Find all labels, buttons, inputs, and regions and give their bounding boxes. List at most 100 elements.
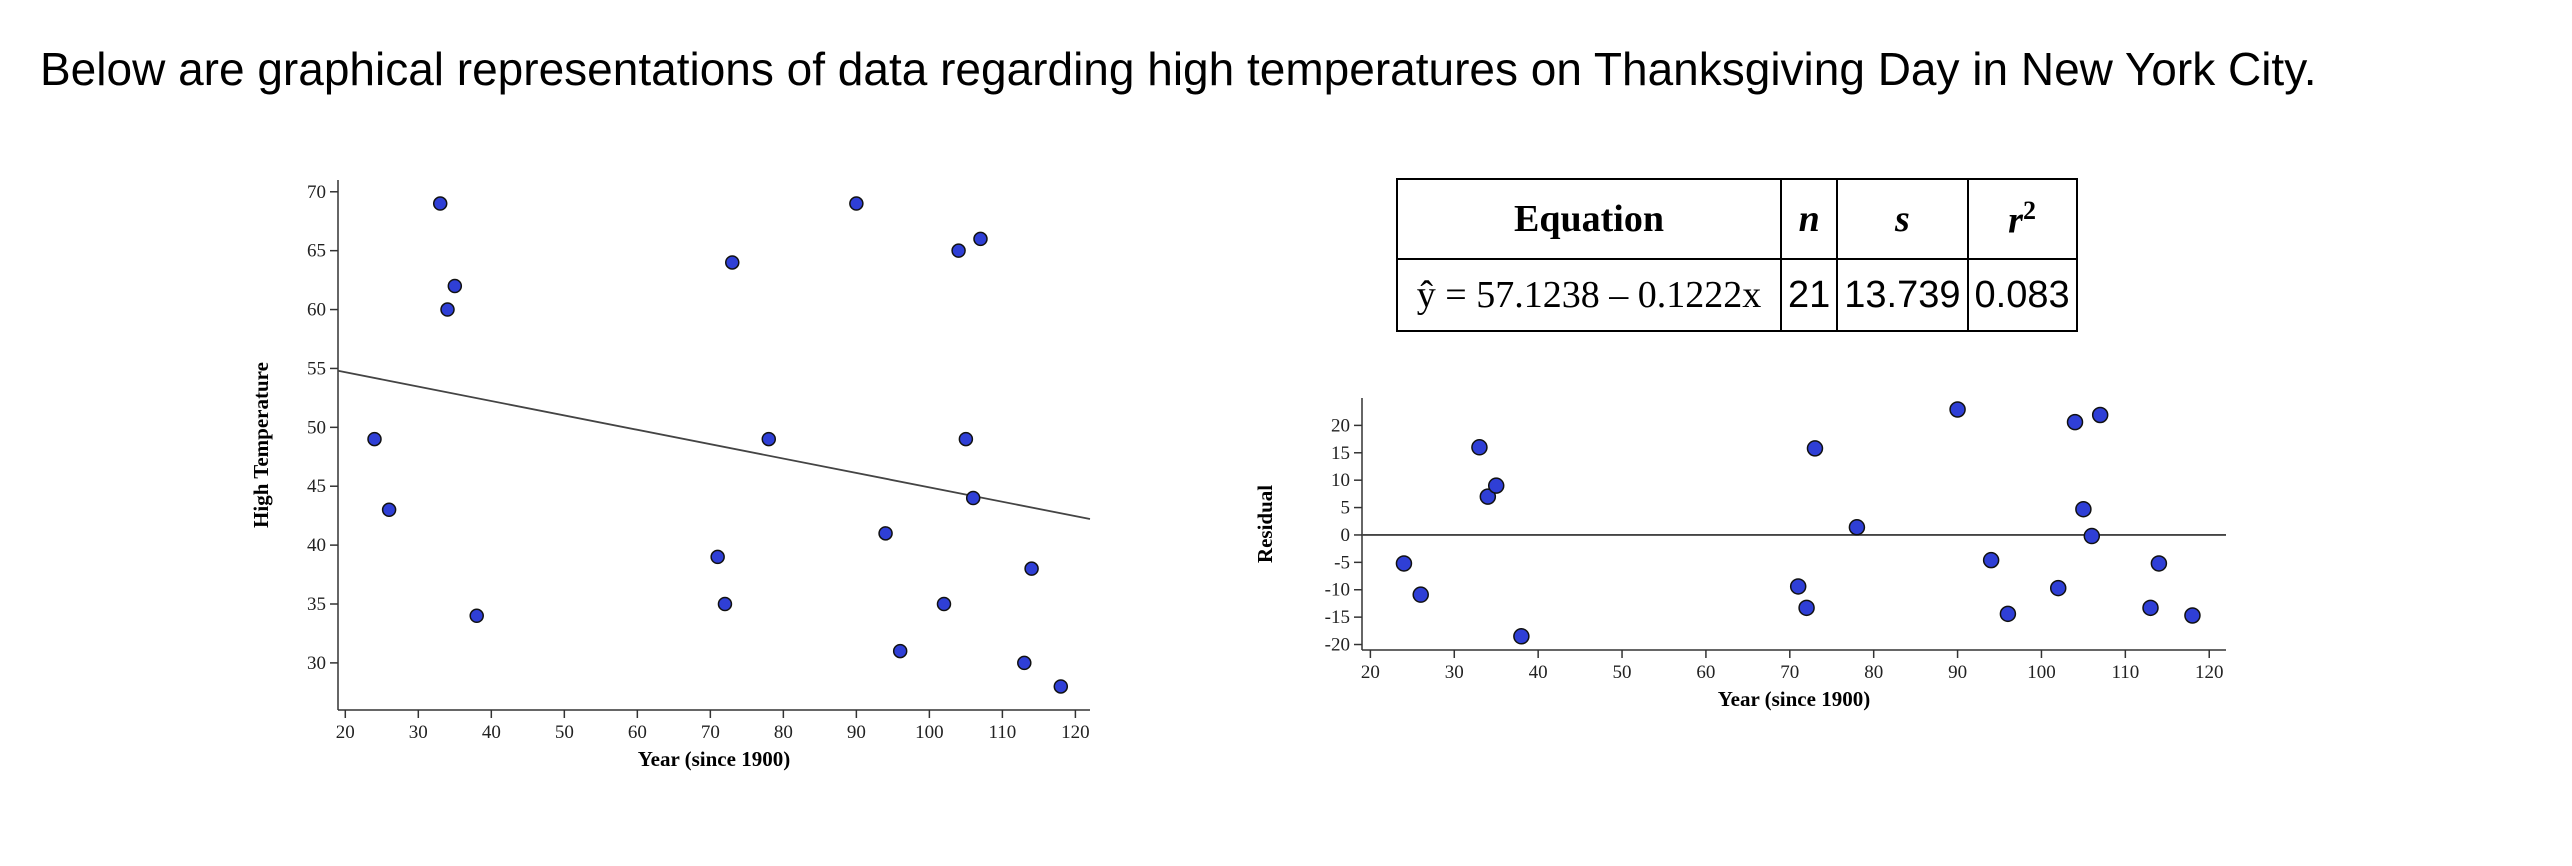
data-point <box>447 278 463 294</box>
cell-s: 13.739 <box>1836 258 1969 332</box>
data-point <box>440 302 455 317</box>
data-point <box>2091 406 2109 424</box>
data-point <box>1487 477 1505 494</box>
x-tick-label: 60 <box>1696 662 1715 683</box>
x-tick-label: 110 <box>988 722 1016 743</box>
data-point <box>892 643 908 659</box>
y-tick-label: 0 <box>1341 525 1351 546</box>
data-point <box>432 196 448 211</box>
header-r-squared: r2 <box>1966 178 2078 260</box>
y-axis-title: High Temperature <box>249 362 273 528</box>
x-tick-label: 30 <box>1445 662 1464 683</box>
data-point <box>849 196 864 211</box>
x-tick-label: 70 <box>1780 662 1799 683</box>
data-point <box>1806 440 1824 457</box>
y-tick-label: 10 <box>1331 470 1350 491</box>
x-tick-label: 100 <box>915 722 944 743</box>
data-point <box>2066 413 2084 431</box>
x-tick-label: 120 <box>1061 722 1090 743</box>
y-tick-label: -10 <box>1325 580 1350 601</box>
x-tick-label: 50 <box>1613 662 1632 683</box>
cell-r-squared: 0.083 <box>1966 258 2078 332</box>
data-point <box>965 490 981 506</box>
data-point <box>1798 599 1815 617</box>
data-point <box>973 231 988 247</box>
data-point <box>2142 599 2159 617</box>
data-point <box>1017 655 1032 671</box>
x-axis-title: Year (since 1900) <box>638 747 790 771</box>
y-tick-label: 60 <box>307 300 326 321</box>
data-point <box>381 502 397 518</box>
header-s: s <box>1836 178 1969 260</box>
data-point <box>1479 488 1497 505</box>
x-tick-label: 50 <box>555 722 574 743</box>
data-point <box>2150 555 2168 572</box>
data-point <box>1053 679 1069 694</box>
x-tick-label: 40 <box>482 722 501 743</box>
y-tick-label: 45 <box>307 476 326 497</box>
data-point <box>717 596 733 612</box>
data-point <box>878 526 893 541</box>
regression-line <box>337 369 1091 520</box>
data-point <box>2075 500 2092 518</box>
x-tick-label: 90 <box>1948 662 1967 683</box>
y-axis-title: Residual <box>1253 485 1277 563</box>
data-point <box>1471 439 1488 456</box>
x-tick-label: 120 <box>2195 662 2224 683</box>
data-point <box>1412 586 1429 603</box>
x-tick-label: 70 <box>701 722 720 743</box>
data-point <box>1513 628 1530 645</box>
header-equation: Equation <box>1396 178 1782 260</box>
x-tick-label: 60 <box>628 722 647 743</box>
y-tick-label: 20 <box>1331 415 1350 436</box>
table-row: ŷ = 57.1238 – 0.1222x 21 13.739 0.083 <box>1396 258 2078 332</box>
data-point <box>725 255 740 270</box>
y-tick-label: 30 <box>307 653 326 674</box>
data-point <box>951 243 966 258</box>
y-tick-label: -20 <box>1325 635 1350 656</box>
cell-equation: ŷ = 57.1238 – 0.1222x <box>1396 258 1782 332</box>
data-point <box>1949 401 1966 418</box>
data-point <box>761 431 777 447</box>
regression-summary-table: Equation n s r2 ŷ = 57.1238 – 0.1222x 21… <box>1396 178 2078 332</box>
x-tick-label: 80 <box>774 722 793 743</box>
y-tick-label: 55 <box>307 358 326 379</box>
y-tick-label: 35 <box>307 594 326 615</box>
data-point <box>710 549 725 565</box>
y-tick-label: -5 <box>1334 552 1350 573</box>
data-point <box>1999 605 2017 623</box>
y-tick-label: -15 <box>1325 607 1350 628</box>
data-point <box>469 608 484 624</box>
y-tick-label: 40 <box>307 535 326 556</box>
data-point <box>367 431 382 447</box>
data-point <box>958 431 974 447</box>
y-tick-label: 15 <box>1331 443 1350 464</box>
data-point <box>2184 607 2201 624</box>
x-tick-label: 20 <box>1361 662 1380 683</box>
x-tick-label: 20 <box>336 722 355 743</box>
table-header-row: Equation n s r2 <box>1396 178 2078 260</box>
x-tick-label: 80 <box>1864 662 1883 683</box>
y-tick-label: 65 <box>307 241 326 262</box>
data-point <box>1395 555 1413 572</box>
page-heading: Below are graphical representations of d… <box>40 43 2317 95</box>
x-tick-label: 100 <box>2027 662 2056 683</box>
header-n: n <box>1779 178 1839 260</box>
data-point <box>2049 579 2067 597</box>
y-tick-label: 50 <box>307 417 326 438</box>
x-tick-label: 110 <box>2111 662 2139 683</box>
x-tick-label: 30 <box>409 722 428 743</box>
x-tick-label: 90 <box>847 722 866 743</box>
data-point <box>2083 527 2101 545</box>
y-tick-label: 70 <box>307 182 326 203</box>
data-point <box>1982 551 2000 569</box>
data-point <box>1789 578 1807 595</box>
data-point <box>1024 561 1039 576</box>
data-point <box>1848 519 1866 536</box>
cell-n: 21 <box>1779 258 1839 332</box>
data-point <box>936 596 952 612</box>
y-tick-label: 5 <box>1341 498 1351 519</box>
x-tick-label: 40 <box>1529 662 1548 683</box>
